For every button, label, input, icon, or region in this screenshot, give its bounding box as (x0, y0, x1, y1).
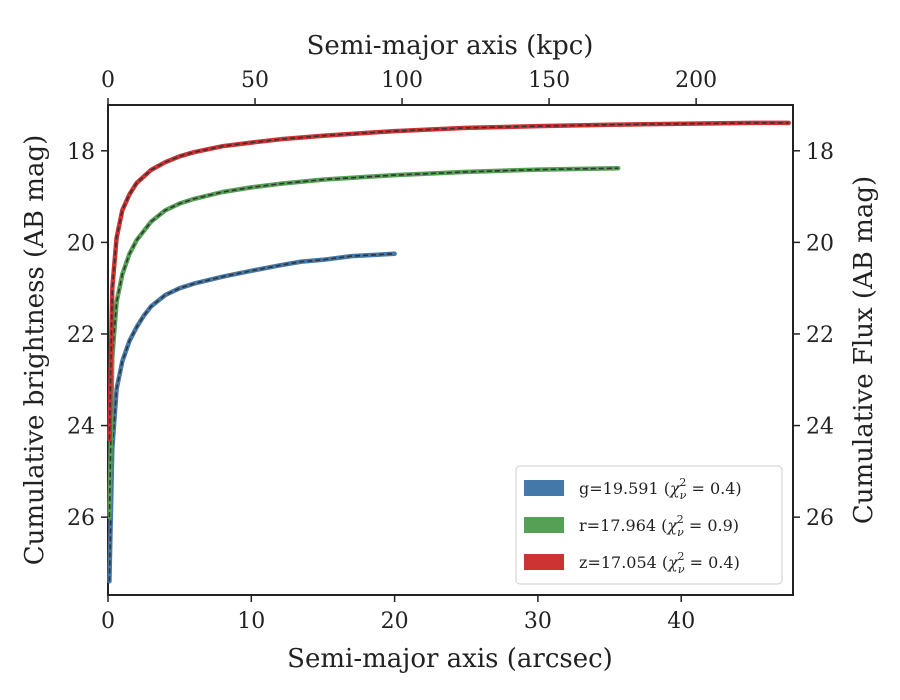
x2-tick-label: 0 (101, 68, 115, 93)
x2-tick-label: 100 (381, 68, 423, 93)
x-tick-label: 40 (667, 609, 695, 634)
x2-tick-label: 150 (528, 68, 570, 93)
legend-chi-z: 0.4 (708, 553, 733, 572)
x-tick-label: 30 (524, 609, 552, 634)
series-line-g (107, 251, 397, 584)
y2-tick-label: 24 (806, 415, 834, 440)
x-tick-label: 20 (381, 609, 409, 634)
y2-tick-label: 18 (806, 140, 834, 165)
y-tick-label: 18 (67, 140, 95, 165)
legend-entry-g: g=19.591 (χν2 = 0.4) (579, 476, 742, 502)
legend-value-z: 17.054 (601, 553, 657, 572)
model-line-z (108, 122, 789, 440)
x-tick-label: 10 (237, 609, 265, 634)
y2-axis-label: Cumulative Flux (AB mag) (849, 176, 879, 524)
legend-swatch-r (524, 517, 564, 533)
legend-value-g: 19.591 (603, 479, 659, 498)
legend-entry-z: z=17.054 (χν2 = 0.4) (579, 550, 740, 576)
y2-tick-label: 22 (806, 323, 834, 348)
legend: g=19.591 (χν2 = 0.4) r=17.964 (χν2 = 0.9… (515, 465, 783, 585)
legend-name-r: r (579, 516, 587, 535)
legend-chi-g: 0.4 (710, 479, 735, 498)
x2-axis-label: Semi-major axis (kpc) (307, 31, 594, 61)
x2-tick-label: 50 (241, 68, 269, 93)
x-tick-label: 0 (101, 609, 115, 634)
legend-entry-r: r=17.964 (χν2 = 0.9) (579, 513, 739, 539)
y-tick-label: 20 (67, 231, 95, 256)
y-tick-label: 26 (67, 506, 95, 531)
legend-swatch-g (524, 480, 564, 496)
ticks-layer: 0 10 20 30 40 0 50 100 150 200 18 18 20 20 22 22 24 24 26 2… (67, 68, 834, 634)
series-layer (107, 120, 791, 584)
y-axis-label: Cumulative brightness (AB mag) (20, 135, 50, 566)
model-line-r (108, 167, 619, 518)
y2-tick-label: 20 (806, 231, 834, 256)
y-tick-label: 22 (67, 323, 95, 348)
x-axis-label: Semi-major axis (arcsec) (287, 644, 613, 674)
y2-tick-label: 26 (806, 506, 834, 531)
legend-chi-r: 0.9 (707, 516, 732, 535)
plot-frame (107, 104, 794, 596)
legend-name-g: g (579, 479, 589, 498)
legend-name-z: z (579, 553, 587, 572)
legend-swatch-z (524, 554, 564, 570)
x2-tick-label: 200 (675, 68, 717, 93)
legend-value-r: 17.964 (600, 516, 656, 535)
legend-frame (515, 465, 783, 585)
y-tick-label: 24 (67, 415, 95, 440)
